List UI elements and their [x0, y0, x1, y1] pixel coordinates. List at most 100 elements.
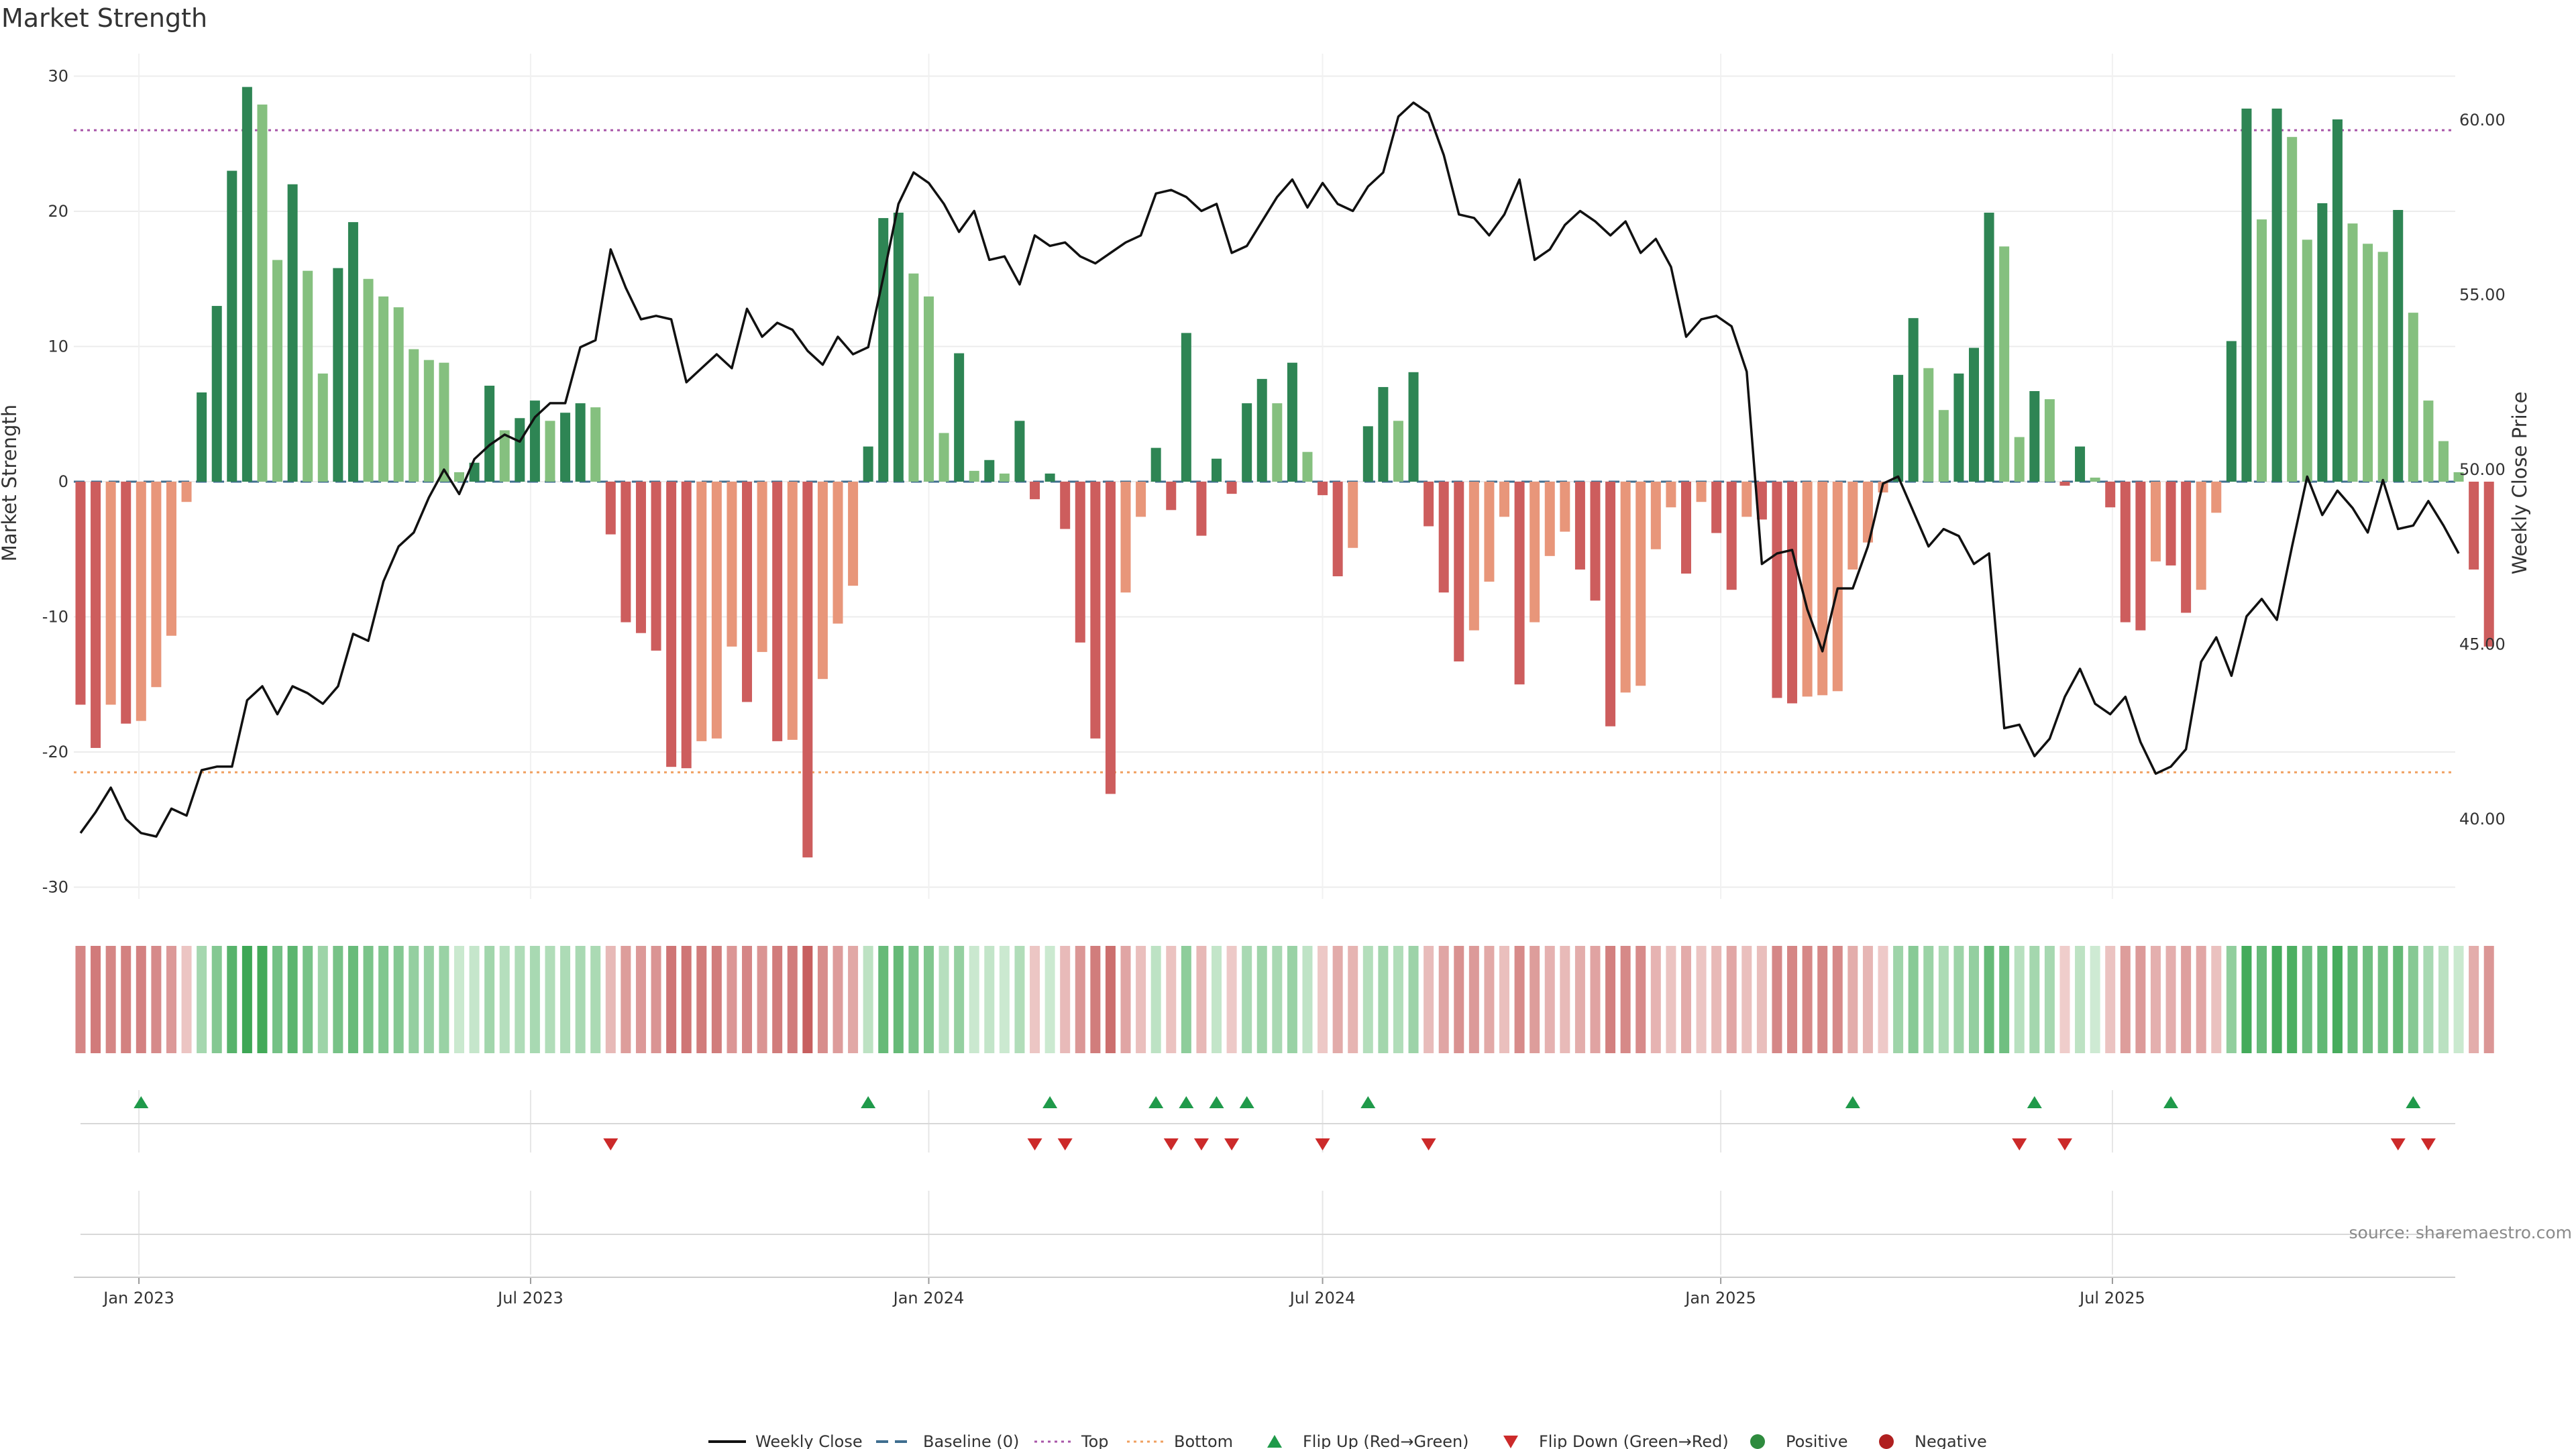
heat-cell: [863, 946, 873, 1053]
flip-up-marker: [1239, 1096, 1254, 1108]
strength-bar: [1544, 482, 1555, 556]
strength-bar: [1514, 482, 1525, 685]
flip-down-marker: [1224, 1138, 1240, 1150]
strength-bar: [742, 482, 753, 702]
strength-bar: [1454, 482, 1464, 661]
heat-cell: [2014, 946, 2025, 1053]
heat-cell: [181, 946, 192, 1053]
strength-bar: [2377, 252, 2388, 482]
strength-bar: [2302, 239, 2312, 482]
heat-cell: [2090, 946, 2100, 1053]
heat-cell: [423, 946, 434, 1053]
heat-cell: [1953, 946, 1964, 1053]
strength-bar: [121, 482, 131, 724]
strength-bar: [2135, 482, 2146, 631]
strength-bar: [1242, 403, 1252, 482]
legend-label: Top: [1081, 1432, 1109, 1449]
strength-bar: [1030, 482, 1040, 500]
strength-bar: [1847, 482, 1858, 570]
strength-bar: [241, 87, 252, 482]
flip-down-marker: [1057, 1138, 1073, 1150]
heat-cell: [1908, 946, 1919, 1053]
heat-cell: [272, 946, 283, 1053]
heat-cell: [1332, 946, 1343, 1053]
strength-bar: [1726, 482, 1737, 590]
heat-cell: [1832, 946, 1843, 1053]
strength-bar: [1408, 372, 1419, 482]
strength-bar: [1196, 482, 1207, 536]
strength-bar: [197, 392, 207, 482]
strength-bar: [2226, 341, 2237, 482]
heat-cell: [393, 946, 404, 1053]
strength-bar: [181, 482, 192, 502]
heat-cell: [2332, 946, 2343, 1053]
strength-bar: [1075, 482, 1085, 643]
heat-cell: [635, 946, 646, 1053]
x-tick-label: Jan 2025: [1684, 1289, 1756, 1307]
heat-cell: [1620, 946, 1631, 1053]
strength-bar: [1468, 482, 1479, 631]
heat-cell: [1590, 946, 1601, 1053]
strength-bar: [1984, 213, 1994, 482]
heat-cell: [1560, 946, 1570, 1053]
strength-bar: [560, 413, 571, 482]
heat-cell: [1408, 946, 1419, 1053]
strength-bar: [1226, 482, 1237, 494]
heat-cell: [2120, 946, 2131, 1053]
heat-cell: [1756, 946, 1767, 1053]
strength-bar: [1620, 482, 1631, 693]
heat-cell: [2105, 946, 2116, 1053]
heat-cell: [2029, 946, 2040, 1053]
flip-down-marker: [1027, 1138, 1042, 1150]
heat-cell: [2075, 946, 2086, 1053]
legend-label: Flip Up (Red→Green): [1303, 1432, 1469, 1449]
strength-bar: [1574, 482, 1585, 570]
strength-bar: [1378, 386, 1389, 482]
strength-bar: [651, 482, 661, 651]
strength-bar: [1044, 473, 1055, 482]
strength-bar: [696, 482, 707, 741]
strength-bar: [2317, 203, 2328, 482]
legend-label: Bottom: [1174, 1432, 1233, 1449]
flip-markers: [133, 1096, 2436, 1150]
heat-cell: [363, 946, 374, 1053]
strength-bar: [681, 482, 692, 769]
strength-bar: [1120, 482, 1131, 593]
price-line-layer: [79, 101, 2460, 838]
y-tick-label: -10: [42, 608, 68, 627]
y-tick-label: -20: [42, 743, 68, 761]
strength-bar: [2090, 477, 2100, 482]
heat-cell: [1696, 946, 1707, 1053]
gridlines: [74, 54, 2455, 1275]
legend-label: Baseline (0): [923, 1432, 1019, 1449]
heat-cell: [1514, 946, 1525, 1053]
heat-cell: [923, 946, 934, 1053]
strength-bar: [272, 260, 283, 482]
strength-bar: [923, 296, 934, 482]
chart-title: Market Strength: [1, 3, 207, 33]
strength-bar: [848, 482, 859, 586]
heat-cell: [2226, 946, 2237, 1053]
heat-cell: [2257, 946, 2267, 1053]
strength-bar: [1969, 347, 1979, 482]
heat-cell: [711, 946, 722, 1053]
source-note: source: sharemaestro.com: [2349, 1223, 2573, 1242]
strength-bar: [1529, 482, 1540, 623]
strength-bar: [938, 433, 949, 482]
strength-bar: [1696, 482, 1707, 502]
heat-cell: [696, 946, 707, 1053]
strength-bar: [2196, 482, 2206, 590]
strength-bar: [423, 360, 434, 482]
strength-bar: [1772, 482, 1782, 698]
heat-cell: [211, 946, 222, 1053]
strength-bar: [590, 407, 601, 482]
right-y-axis: 60.00 55.00 50.00 45.00 40.00: [2459, 111, 2506, 828]
heat-cell: [817, 946, 828, 1053]
heat-cell: [2196, 946, 2206, 1053]
strength-bar: [393, 307, 404, 482]
flip-up-marker: [2027, 1096, 2042, 1108]
heat-cell: [2287, 946, 2298, 1053]
strength-bar: [1802, 482, 1813, 697]
strength-bar: [635, 482, 646, 633]
